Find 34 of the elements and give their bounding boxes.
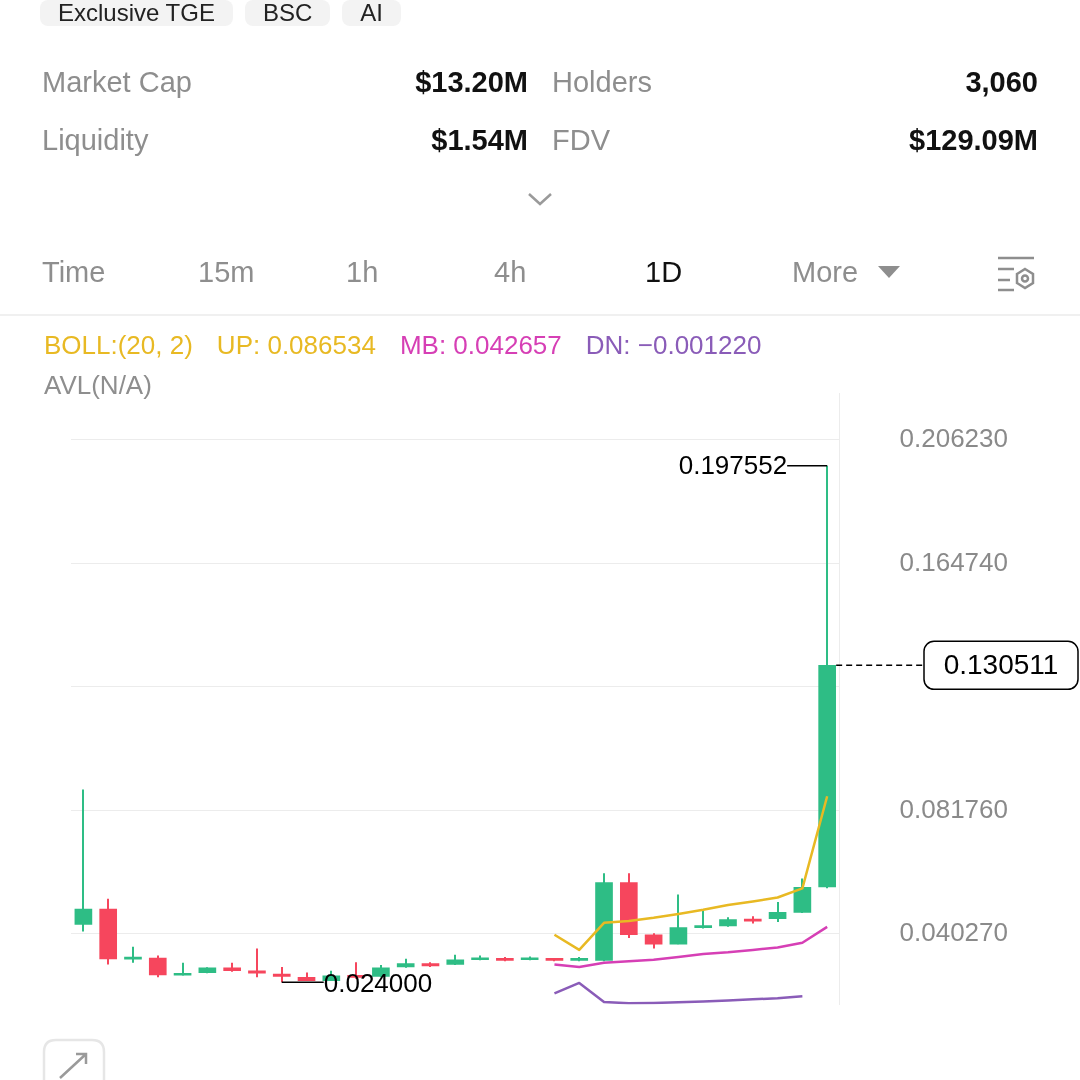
text: 4h bbox=[494, 256, 527, 289]
candlestick bbox=[669, 893, 688, 946]
text: Market Cap bbox=[42, 66, 192, 99]
text: 1h bbox=[346, 256, 379, 289]
text: Holders bbox=[552, 66, 652, 99]
annotation: AVL(N/A) bbox=[44, 370, 152, 401]
y-tick-label: 0.206230 bbox=[899, 423, 1009, 454]
text: $13.20M bbox=[415, 66, 528, 99]
text: Time bbox=[42, 256, 106, 289]
text: $129.09M bbox=[909, 124, 1038, 157]
text: $1.54M bbox=[431, 124, 528, 157]
text: Exclusive TGE bbox=[40, 0, 233, 26]
text: DN: −0.001220 bbox=[585, 330, 762, 361]
text: AI bbox=[342, 0, 401, 26]
y-tick-label: 0.081760 bbox=[899, 793, 1009, 824]
candlestick bbox=[74, 788, 93, 933]
text: Liquidity bbox=[42, 124, 149, 157]
legend-title: BOLL:(20, 2) bbox=[44, 330, 193, 361]
candlestick bbox=[248, 947, 266, 979]
text: UP: 0.086534 bbox=[216, 330, 376, 361]
text: More bbox=[792, 256, 859, 289]
candlestick bbox=[768, 901, 787, 923]
y-tick-label: 0.040270 bbox=[899, 917, 1009, 948]
y-tick-label: 0.164740 bbox=[899, 546, 1009, 577]
text: FDV bbox=[552, 124, 610, 157]
text: 15m bbox=[198, 256, 255, 289]
text: BSC bbox=[244, 0, 331, 26]
text: 1D bbox=[645, 256, 683, 289]
annotation: 0.197552 bbox=[678, 449, 788, 480]
annotation: 0.024000 bbox=[323, 967, 433, 998]
candlestick bbox=[148, 954, 167, 979]
text: 3,060 bbox=[965, 66, 1038, 99]
text: MB: 0.042657 bbox=[399, 330, 562, 361]
ref-line-label: 0.130511 bbox=[943, 649, 1059, 681]
